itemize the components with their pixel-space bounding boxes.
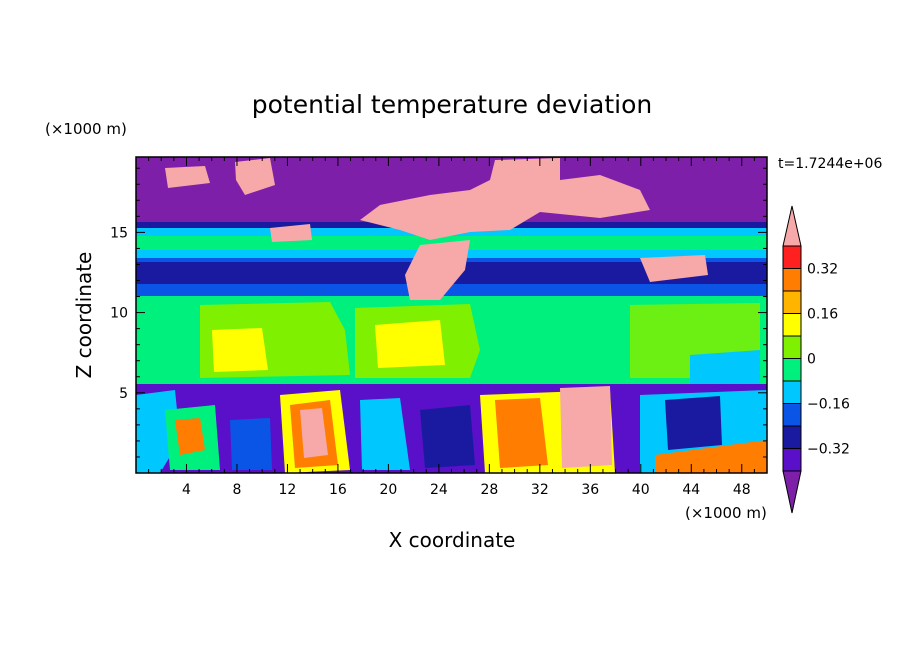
y-tick-label: 15 <box>110 225 128 241</box>
colorbar-swatch <box>782 313 802 337</box>
x-tick-label: 44 <box>682 482 700 498</box>
colorbar-max-triangle <box>782 205 802 247</box>
colorbar-swatch <box>782 335 802 359</box>
x-units-label: (×1000 m) <box>685 504 767 522</box>
y-axis-label: Z coordinate <box>72 252 96 379</box>
colorbar-swatch <box>782 358 802 382</box>
y-units-label: (×1000 m) <box>45 120 127 138</box>
y-tick-label: 5 <box>119 386 128 402</box>
colorbar-swatch <box>782 403 802 427</box>
colorbar-label: 0 <box>807 352 816 368</box>
x-tick-label: 40 <box>632 482 650 498</box>
x-tick-label: 28 <box>480 482 498 498</box>
x-tick-label: 4 <box>182 482 191 498</box>
x-tick-label: 8 <box>232 482 241 498</box>
colorbar-label: −0.16 <box>807 397 850 413</box>
colorbar-swatch <box>782 380 802 404</box>
x-tick-label: 36 <box>581 482 599 498</box>
x-tick-label: 24 <box>430 482 448 498</box>
colorbar-swatch <box>782 245 802 269</box>
time-label: t=1.7244e+06 <box>778 156 882 172</box>
y-tick-label: 10 <box>110 306 128 322</box>
colorbar-label: −0.32 <box>807 442 850 458</box>
colorbar-swatch <box>782 290 802 314</box>
colorbar-label: 0.16 <box>807 307 838 323</box>
colorbar-swatch <box>782 448 802 472</box>
contour-field <box>136 157 767 473</box>
x-axis-label: X coordinate <box>389 528 516 552</box>
colorbar-min-triangle <box>782 470 802 514</box>
chart-title: potential temperature deviation <box>252 90 652 119</box>
x-tick-label: 16 <box>329 482 347 498</box>
colorbar: 0.32 0.16 0 −0.16 −0.32 <box>782 205 850 514</box>
x-tick-label: 48 <box>733 482 751 498</box>
colorbar-label: 0.32 <box>807 262 838 278</box>
x-tick-label: 32 <box>531 482 549 498</box>
colorbar-swatch <box>782 268 802 292</box>
colorbar-swatch <box>782 425 802 449</box>
x-tick-label: 20 <box>379 482 397 498</box>
x-tick-label: 12 <box>279 482 297 498</box>
